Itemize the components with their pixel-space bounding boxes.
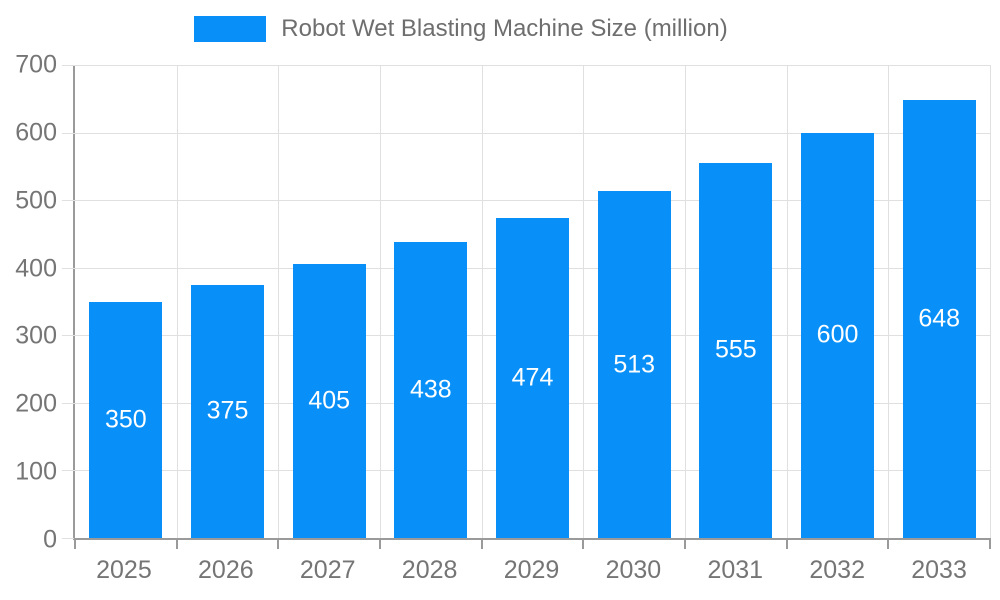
x-axis-tick [277,538,280,549]
bar-value-label: 474 [511,363,554,392]
x-axis-tick [785,538,788,549]
bar-cell: 474 [482,65,584,538]
bar-cell: 555 [685,65,787,538]
x-tick-label: 2031 [707,556,764,584]
y-tick-label: 400 [15,254,57,283]
x-axis-tick [480,538,483,549]
bar-value-label: 405 [308,386,351,415]
x-tick-label: 2030 [605,556,662,584]
x-tick-label: 2032 [809,556,865,584]
y-tick-label: 600 [15,118,57,147]
y-axis-labels: 0 100 200 300 400 500 600 700 [0,52,57,552]
x-tick-label: 2028 [401,556,458,584]
x-axis-tick [989,538,991,549]
bar-cell: 600 [787,65,889,538]
bar[interactable]: 513 [597,191,671,538]
bar-cell: 648 [888,65,990,538]
y-tick-label: 100 [15,457,57,486]
x-axis-tick [175,538,178,549]
x-axis-tick [683,538,686,549]
bar-cell: 350 [75,65,177,538]
y-tick-label: 0 [43,525,57,554]
x-tick-label: 2027 [299,556,356,584]
x-tick-label: 2029 [503,556,560,584]
x-tick-label: 2025 [96,556,152,584]
bar[interactable]: 648 [902,100,976,538]
y-axis-tick [62,402,75,404]
bar[interactable]: 600 [800,132,875,538]
y-axis-tick [62,200,75,202]
bar-value-label: 513 [613,350,656,379]
x-tick-label: 2033 [911,556,967,584]
x-axis-tick [582,538,585,549]
y-tick-label: 700 [15,50,57,79]
gridline-vertical [176,65,178,538]
bar-cell: 405 [278,65,380,538]
x-axis-labels: 2025 2026 2027 2028 2029 2030 2031 2032 2033 [73,556,990,585]
bar-cell: 513 [583,65,685,538]
bar[interactable]: 405 [292,264,366,538]
y-axis-tick [62,65,75,66]
x-axis-tick [887,538,890,549]
gridline-vertical [278,65,280,538]
y-tick-label: 500 [15,186,57,215]
bar[interactable]: 555 [699,162,773,538]
legend-swatch [194,16,267,42]
y-axis-tick [62,132,75,134]
gridline-vertical [684,65,686,538]
plot-area: 350 375 405 438 474 513 555 600 648 [62,65,991,549]
bar-cell: 375 [177,65,279,538]
y-axis-tick [62,470,75,472]
gridline-vertical [583,65,585,538]
y-axis-tick [62,267,75,269]
bar-value-label: 350 [104,405,147,434]
y-axis-tick [62,538,75,539]
gridline-horizontal [75,132,990,134]
gridline-vertical [990,65,991,538]
bar[interactable]: 474 [495,217,570,538]
x-tick-label: 2026 [198,556,254,584]
bar[interactable]: 438 [394,242,468,538]
bar[interactable]: 375 [190,284,265,538]
bar-value-label: 555 [715,335,757,364]
x-axis-tick [378,538,381,549]
gridline-horizontal [75,200,990,202]
bar-value-label: 375 [206,396,249,425]
y-tick-label: 300 [15,321,57,350]
bars-layer: 350 375 405 438 474 513 555 600 648 [75,65,990,538]
bar-value-label: 438 [409,375,452,404]
bar[interactable]: 350 [89,301,163,538]
y-axis-tick [62,335,75,337]
bar-value-label: 648 [918,304,961,333]
x-axis-tick [74,538,76,549]
y-tick-label: 200 [15,389,57,418]
bar-value-label: 600 [816,320,859,349]
gridline-vertical [786,65,788,538]
legend[interactable]: Robot Wet Blasting Machine Size (million… [0,15,1000,43]
gridline-vertical [481,65,483,538]
gridline-vertical [888,65,890,538]
legend-label: Robot Wet Blasting Machine Size (million… [281,15,728,42]
bar-cell: 438 [380,65,482,538]
gridline-vertical [379,65,381,538]
gridline-horizontal [75,65,990,66]
